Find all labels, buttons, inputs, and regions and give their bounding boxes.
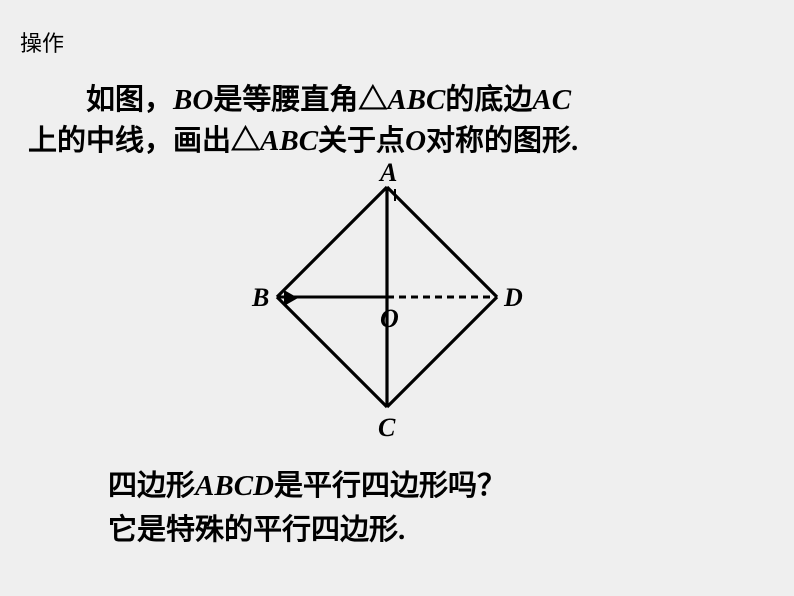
text-segment: 关于点 — [318, 125, 405, 157]
math-var-abc: ABC — [387, 84, 445, 116]
math-var-bo: BO — [173, 84, 213, 116]
section-header: 操作 — [20, 26, 64, 58]
label-d: D — [504, 283, 523, 313]
label-a: A — [380, 158, 397, 188]
label-o: O — [380, 304, 399, 334]
text-segment: 是平行四边形吗？ — [274, 470, 506, 502]
problem-line-2: 上的中线，画出△ABC关于点O对称的图形. — [28, 121, 774, 162]
question-line-2: 它是特殊的平行四边形. — [108, 509, 506, 553]
problem-statement: 如图，BO是等腰直角△ABC的底边AC 上的中线，画出△ABC关于点O对称的图形… — [28, 80, 774, 161]
text-segment: 是等腰直角△ — [213, 84, 387, 116]
text-segment: 的底边 — [445, 84, 532, 116]
text-segment: 上的中线，画出△ — [28, 125, 260, 157]
text-segment: 如图， — [86, 84, 173, 116]
math-var-ac: AC — [532, 84, 571, 116]
arrow-glyph — [284, 290, 298, 306]
label-c: C — [378, 413, 395, 443]
text-segment: 四边形 — [108, 470, 195, 502]
math-var-o: O — [405, 125, 426, 157]
geometry-diagram: A B C D O — [232, 162, 562, 452]
text-segment: 对称的图形. — [426, 125, 578, 157]
problem-line-1: 如图，BO是等腰直角△ABC的底边AC — [28, 80, 774, 121]
question-line-1: 四边形ABCD是平行四边形吗？ — [108, 465, 506, 509]
label-b: B — [252, 283, 269, 313]
math-var-abc2: ABC — [260, 125, 318, 157]
math-var-abcd: ABCD — [195, 470, 274, 502]
question-block: 四边形ABCD是平行四边形吗？ 它是特殊的平行四边形. — [108, 465, 506, 552]
